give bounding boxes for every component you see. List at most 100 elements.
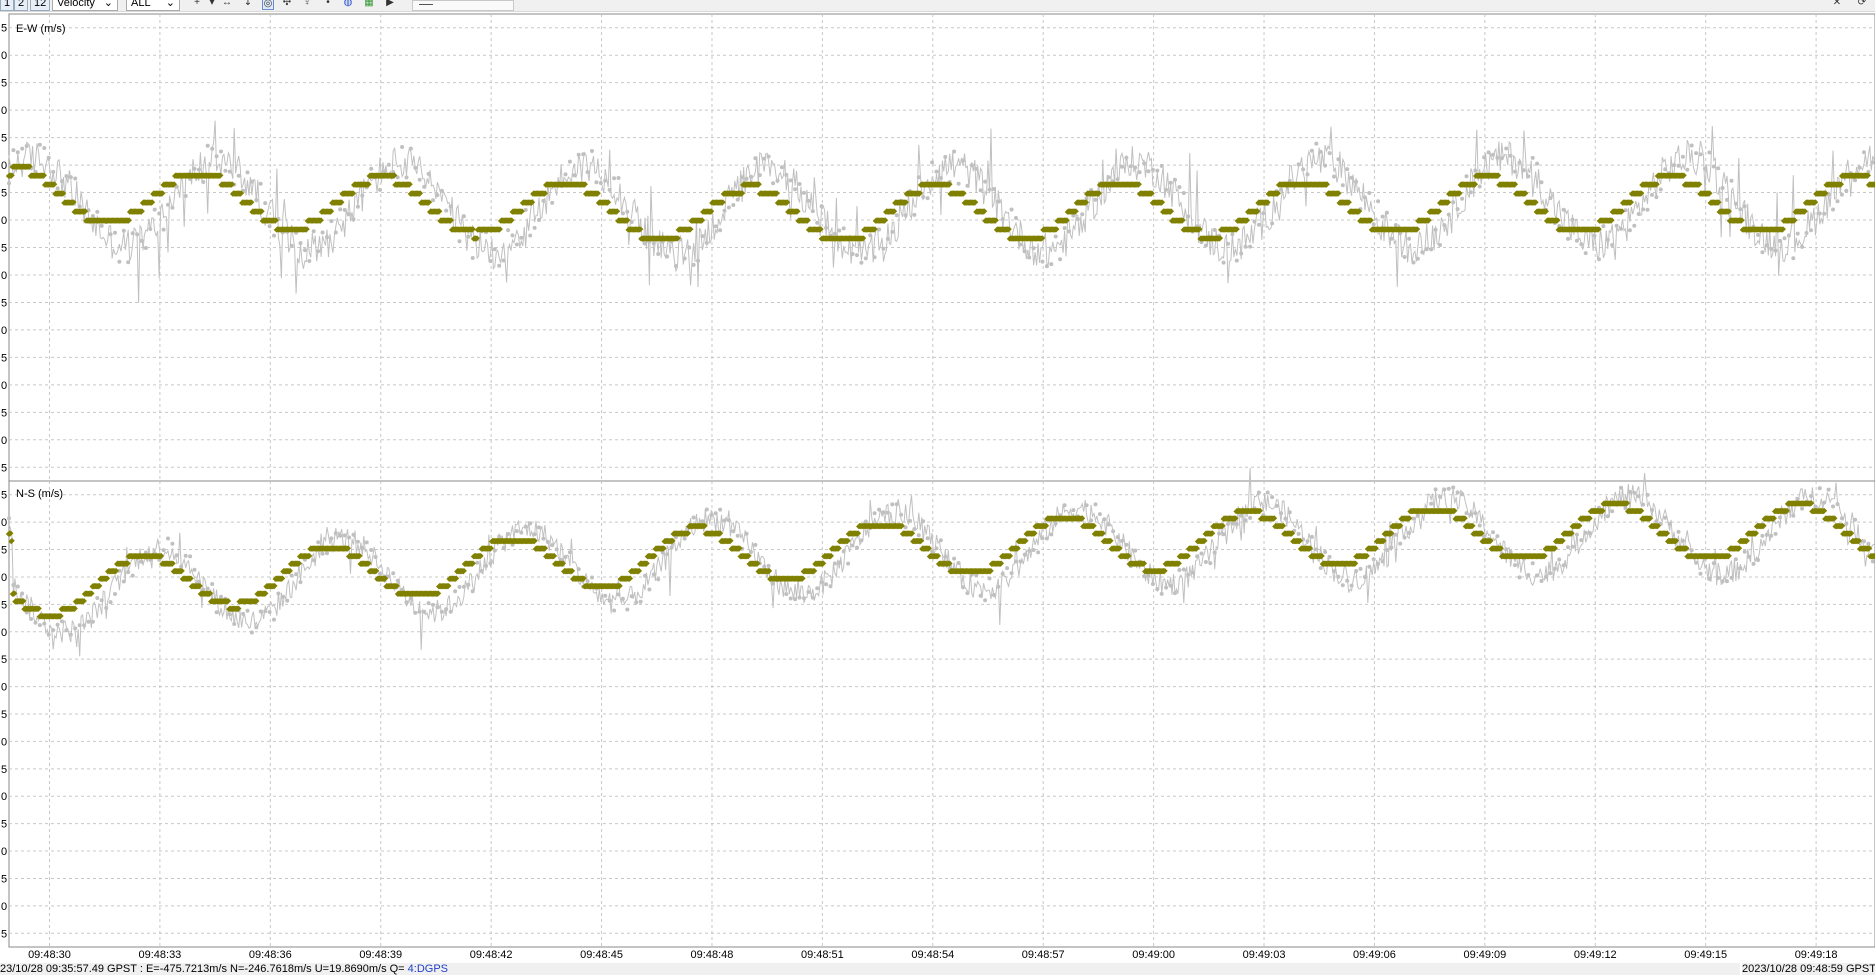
secondary-point bbox=[1835, 199, 1840, 204]
sat-filter-select[interactable]: ALL ⌄ bbox=[126, 0, 180, 11]
show-points-icon[interactable]: ✣ bbox=[282, 0, 292, 8]
secondary-point bbox=[1349, 583, 1354, 588]
ew-grid-horizontal bbox=[9, 27, 1875, 468]
secondary-point bbox=[1627, 228, 1632, 233]
secondary-point bbox=[1186, 572, 1191, 577]
crosshair-icon[interactable]: + bbox=[194, 0, 200, 8]
fit-horizontal-icon[interactable]: ↔ bbox=[222, 0, 232, 8]
play-icon[interactable]: ▶ bbox=[386, 0, 394, 8]
secondary-point bbox=[20, 146, 25, 151]
primary-point bbox=[624, 217, 631, 224]
dot-icon[interactable]: • bbox=[326, 0, 330, 8]
secondary-point bbox=[1084, 503, 1089, 508]
fit-vertical-icon[interactable]: ↧ bbox=[243, 0, 253, 8]
secondary-point bbox=[391, 571, 396, 576]
panel-1-button[interactable]: 1 bbox=[0, 0, 15, 11]
secondary-point bbox=[360, 545, 365, 550]
primary-point bbox=[327, 208, 335, 215]
secondary-point bbox=[1349, 175, 1354, 180]
secondary-point bbox=[347, 212, 352, 217]
secondary-point bbox=[704, 240, 709, 245]
panel-2-button[interactable]: 2 bbox=[14, 0, 29, 11]
secondary-point bbox=[33, 620, 38, 625]
show-lines-icon[interactable]: ♀ bbox=[303, 0, 311, 8]
secondary-point bbox=[1817, 486, 1822, 491]
primary-point bbox=[1005, 226, 1012, 233]
ns-panel[interactable]: 5 0 5 0 5 0 5 0 5 0 5 0 5 0 5 0 5 N-S (m/s) bbox=[1, 467, 1875, 948]
primary-point bbox=[946, 181, 953, 188]
secondary-point bbox=[1071, 508, 1076, 513]
time-slider[interactable] bbox=[412, 0, 514, 11]
slider-handle[interactable] bbox=[419, 4, 433, 5]
status-quality: 4:DGPS bbox=[407, 963, 449, 975]
secondary-point bbox=[143, 246, 148, 250]
secondary-point bbox=[1305, 172, 1310, 177]
x-tick-label-0: 09:48:30 bbox=[28, 949, 71, 961]
center-origin-icon[interactable]: ◎ bbox=[262, 0, 274, 10]
secondary-point bbox=[338, 207, 343, 212]
secondary-point bbox=[435, 193, 440, 198]
x-tick-label-12: 09:49:06 bbox=[1353, 949, 1396, 961]
close-icon[interactable]: ✕ bbox=[1832, 0, 1842, 8]
globe-icon[interactable]: ◍ bbox=[343, 0, 353, 8]
primary-point bbox=[1425, 217, 1432, 224]
secondary-point bbox=[863, 256, 868, 261]
secondary-point bbox=[1491, 152, 1495, 157]
primary-point bbox=[1274, 190, 1281, 197]
secondary-point bbox=[457, 585, 462, 589]
secondary-point bbox=[616, 176, 621, 180]
secondary-point bbox=[1694, 560, 1699, 565]
secondary-point bbox=[1433, 487, 1438, 492]
secondary-point bbox=[488, 259, 493, 263]
x-tick-label-14: 09:49:12 bbox=[1574, 949, 1617, 961]
primary-point bbox=[773, 190, 780, 197]
secondary-point bbox=[1495, 534, 1500, 539]
secondary-point bbox=[1764, 243, 1769, 248]
secondary-point bbox=[201, 587, 206, 592]
secondary-point bbox=[1455, 207, 1460, 212]
secondary-point bbox=[1548, 571, 1553, 576]
primary-point bbox=[271, 583, 278, 590]
primary-point bbox=[1865, 545, 1873, 552]
secondary-point bbox=[311, 558, 316, 563]
refresh-icon[interactable]: ⟳ bbox=[1857, 0, 1867, 8]
secondary-point bbox=[899, 512, 904, 517]
y-tick-label-0: 5 bbox=[1, 23, 7, 35]
secondary-point bbox=[1495, 155, 1500, 160]
secondary-point bbox=[1725, 579, 1729, 584]
secondary-point bbox=[863, 519, 868, 524]
secondary-point bbox=[351, 217, 356, 222]
secondary-point bbox=[1866, 541, 1871, 546]
secondary-point bbox=[1813, 504, 1818, 509]
secondary-point bbox=[1036, 550, 1041, 555]
primary-point bbox=[1232, 515, 1239, 522]
plot-type-select[interactable]: Velocity ⌄ bbox=[52, 0, 118, 11]
map-icon[interactable]: ▦ bbox=[364, 0, 374, 8]
ew-panel[interactable]: 5 0 5 0 5 0 5 0 5 0 5 0 5 0 5 0 5 E-W (m/s) bbox=[1, 13, 1875, 482]
secondary-point bbox=[810, 595, 815, 600]
secondary-point bbox=[1345, 578, 1350, 583]
secondary-point bbox=[1557, 557, 1562, 562]
secondary-point bbox=[1619, 485, 1623, 490]
secondary-point bbox=[1672, 163, 1676, 168]
primary-point bbox=[1254, 208, 1261, 215]
chevron-down-icon[interactable]: ▾ bbox=[209, 0, 215, 8]
primary-point bbox=[434, 590, 442, 597]
primary-point bbox=[1216, 235, 1224, 242]
secondary-point bbox=[1009, 571, 1014, 576]
secondary-point bbox=[921, 519, 926, 524]
secondary-point bbox=[1826, 487, 1831, 492]
secondary-point bbox=[161, 227, 166, 232]
secondary-point bbox=[1804, 231, 1809, 235]
secondary-point bbox=[492, 247, 497, 252]
secondary-point bbox=[1760, 533, 1765, 538]
secondary-point bbox=[1844, 521, 1849, 526]
secondary-series-points bbox=[7, 141, 1875, 269]
secondary-point bbox=[236, 173, 241, 178]
primary-point bbox=[253, 598, 260, 605]
secondary-point bbox=[1733, 201, 1738, 206]
secondary-point bbox=[545, 540, 550, 544]
primary-point bbox=[559, 560, 567, 567]
panel-12-button[interactable]: 12 bbox=[30, 0, 51, 11]
